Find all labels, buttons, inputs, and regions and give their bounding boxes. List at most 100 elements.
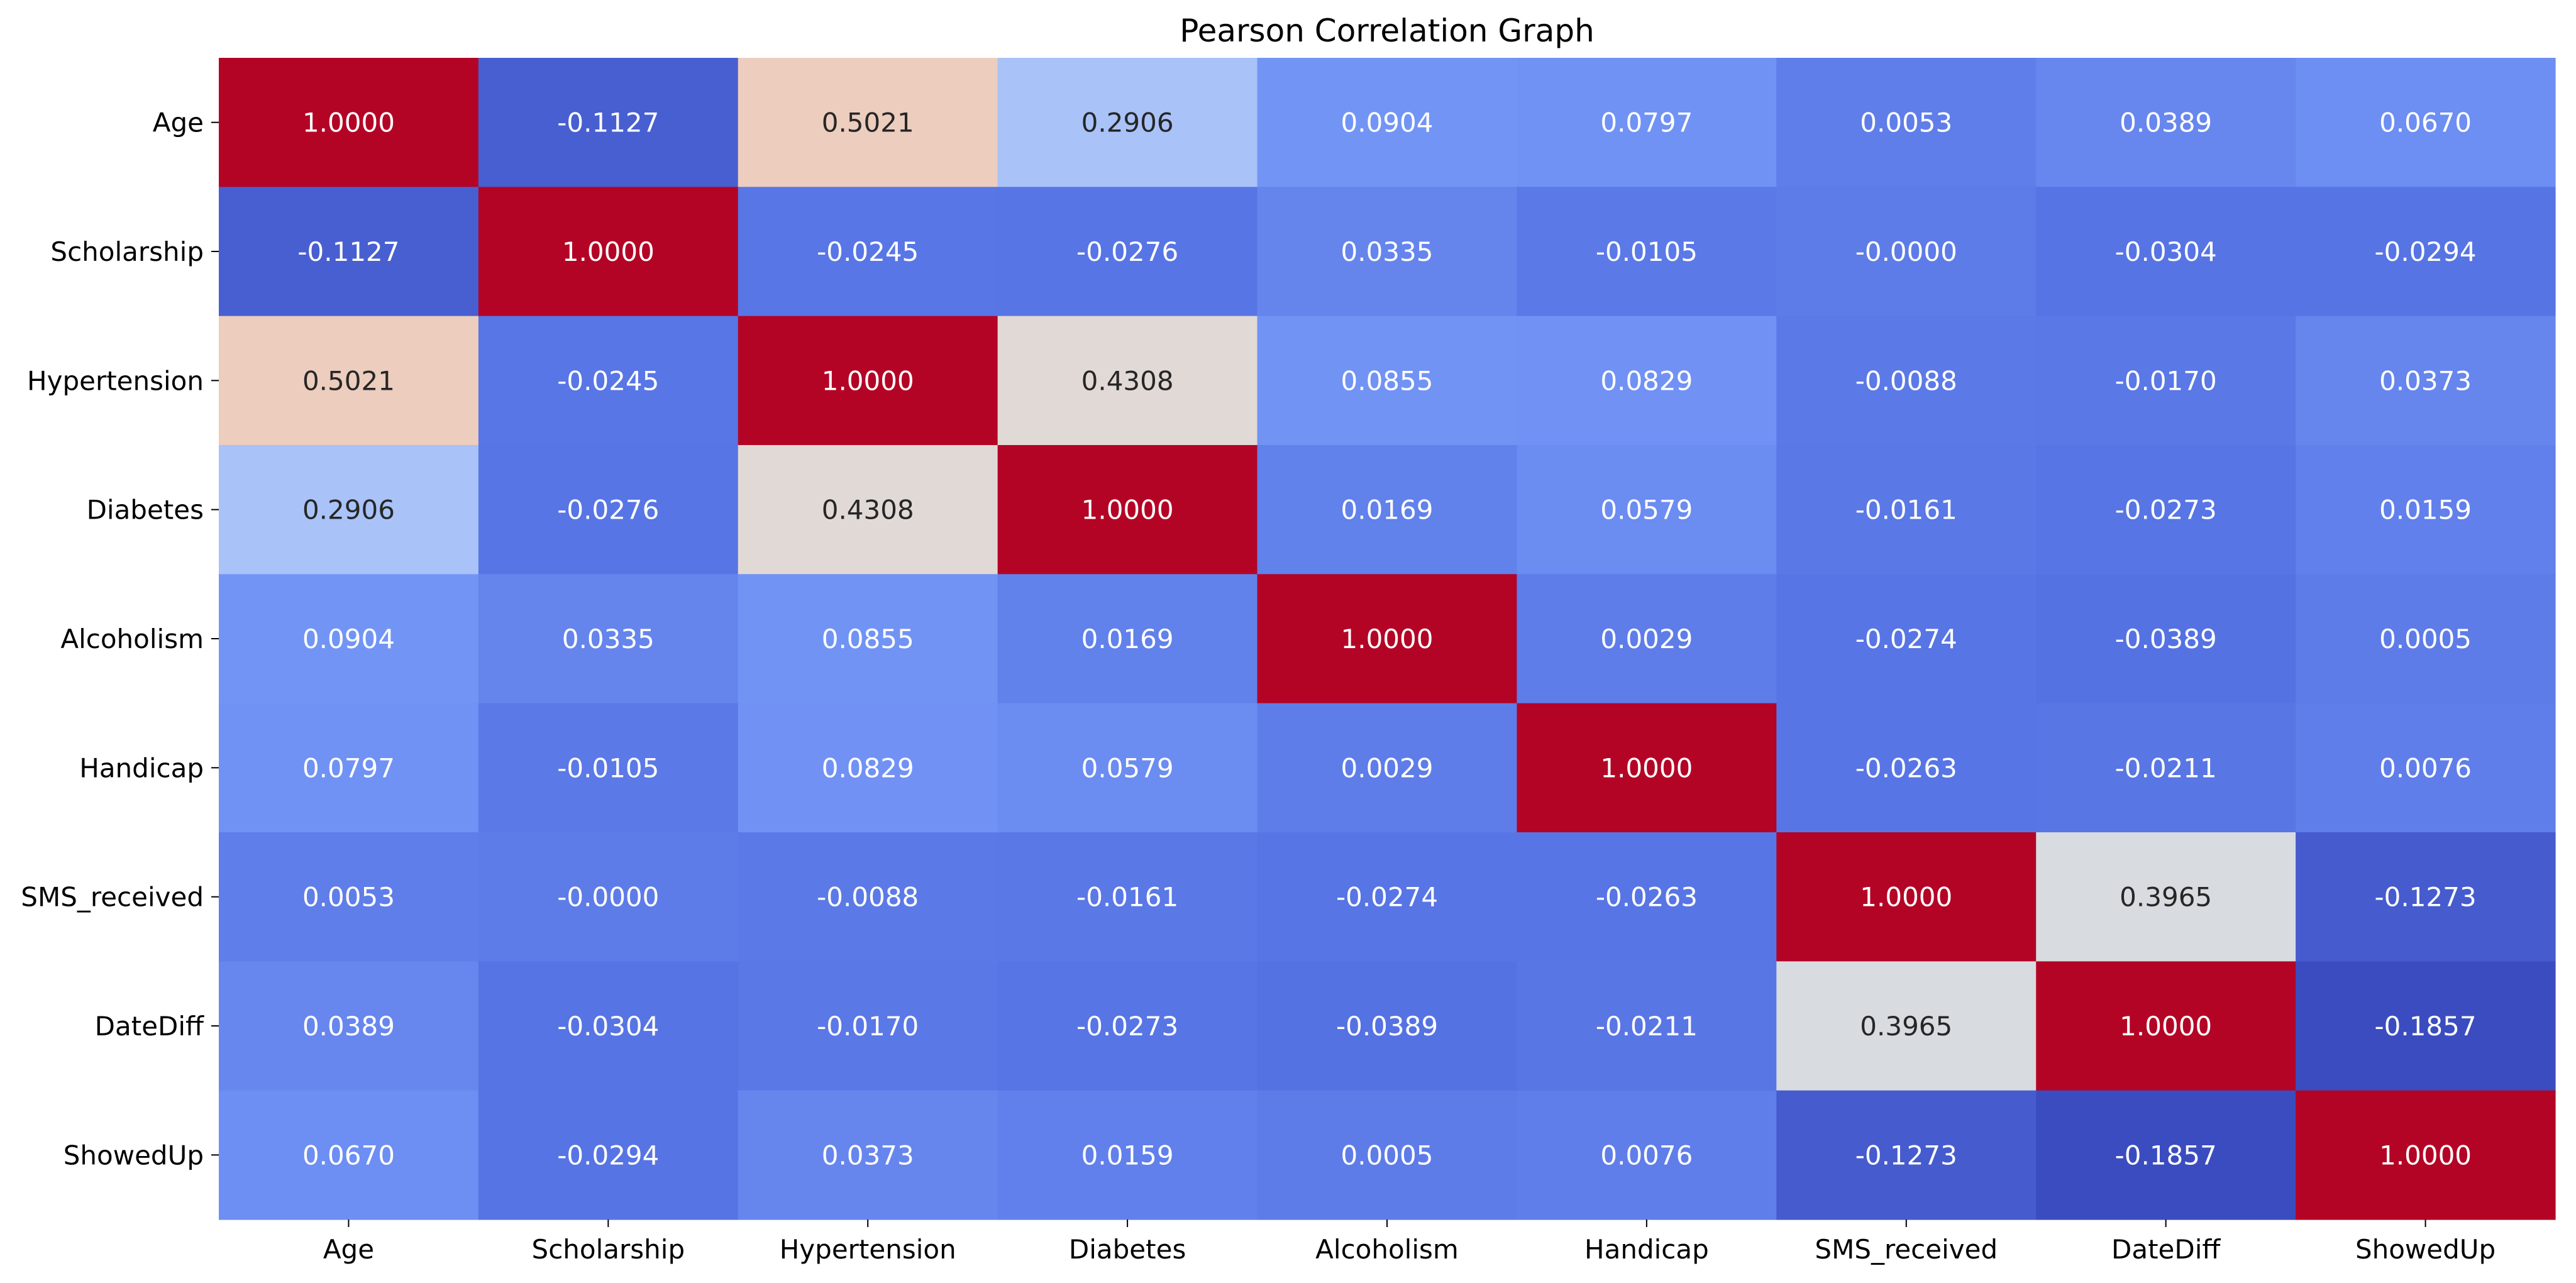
heatmap-cell [738,1090,998,1220]
cell-value-label: 0.0389 [2120,107,2212,138]
x-tick-label: Hypertension [780,1234,956,1265]
y-tick-label: Scholarship [50,236,204,267]
y-tick-label: ShowedUp [64,1140,204,1170]
cell-value-label: -0.0263 [1855,752,1957,783]
heatmap-cell [1517,832,1777,962]
cell-value-label: -0.0170 [817,1011,919,1042]
heatmap-cell [1517,58,1777,187]
heatmap-cell [738,703,998,833]
cell-value-label: -0.0211 [2115,752,2217,783]
chart-title: Pearson Correlation Graph [1180,13,1595,49]
heatmap-cell [1257,832,1518,962]
cell-value-label: -0.0273 [1076,1011,1178,1042]
heatmap-cell [478,58,739,187]
cell-value-label: 0.0904 [302,624,395,654]
heatmap-cell [1257,445,1518,575]
x-tick-label: Scholarship [532,1234,685,1265]
heatmap-cell [478,961,739,1091]
heatmap-cell [219,316,479,446]
heatmap-cell [1257,187,1518,317]
cell-value-label: -0.0274 [1336,882,1438,913]
cell-value-label: 0.0005 [1341,1140,1434,1170]
heatmap-cell [2036,832,2296,962]
cell-value-label: 0.0029 [1600,624,1693,654]
cell-value-label: 0.0797 [302,752,395,783]
cell-value-label: -0.1127 [557,107,659,138]
heatmap-cell [2296,574,2556,704]
cell-value-label: 0.0373 [2379,365,2472,396]
heatmap-cell [478,703,739,833]
heatmap-cell [219,187,479,317]
heatmap-cell [1776,316,2037,446]
x-tick-label: Handicap [1584,1234,1709,1265]
heatmap-cell [1517,1090,1777,1220]
cell-value-label: -0.0263 [1596,882,1698,913]
heatmap-cells [219,58,2556,1220]
heatmap-cell [738,316,998,446]
cell-value-label: 0.0670 [302,1140,395,1170]
cell-value-label: 0.0169 [1341,495,1434,526]
cell-value-label: 0.2906 [1081,107,1174,138]
cell-value-label: 0.0855 [1341,365,1434,396]
x-axis-ticks: Age Scholarship Hypertension Diabetes Alcoho… [323,1220,2496,1265]
heatmap-cell [2036,574,2296,704]
cell-value-label: 0.0829 [822,752,914,783]
heatmap-cell [2296,832,2556,962]
heatmap-cell [1257,1090,1518,1220]
cell-value-label: -0.0088 [1855,365,1957,396]
cell-value-label: -0.0389 [2115,624,2217,654]
heatmap-cell [1257,961,1518,1091]
cell-value-label: -0.1857 [2115,1140,2217,1170]
y-tick-label: Alcoholism [60,624,204,654]
cell-value-label: 0.0855 [822,624,914,654]
heatmap-cell [738,58,998,187]
cell-value-label: -0.1273 [2374,882,2476,913]
cell-value-label: -0.0276 [557,495,659,526]
x-tick-label: Diabetes [1069,1234,1186,1265]
cell-value-label: -0.0000 [557,882,659,913]
cell-value-label: -0.1127 [297,236,399,267]
heatmap-cell [997,832,1258,962]
cell-value-label: -0.0211 [1596,1011,1698,1042]
cell-value-label: 0.0053 [1860,107,1952,138]
heatmap-cell [997,316,1258,446]
heatmap-cell [219,58,479,187]
heatmap-cell [2036,961,2296,1091]
heatmap-cell [2036,187,2296,317]
cell-value-label: -0.0304 [557,1011,659,1042]
cell-value-label: -0.0273 [2115,495,2217,526]
cell-value-label: 0.3965 [2120,882,2212,913]
cell-value-label: -0.0161 [1076,882,1178,913]
cell-value-label: 0.0579 [1600,495,1693,526]
heatmap-cell [738,187,998,317]
heatmap-cell [1517,316,1777,446]
heatmap-cell [997,445,1258,575]
cell-value-label: 0.0053 [302,882,395,913]
heatmap-cell [1517,445,1777,575]
heatmap-cell [1776,961,2037,1091]
heatmap-cell [2036,316,2296,446]
x-tick-label: Alcoholism [1315,1234,1459,1265]
cell-value-label: 1.0000 [2379,1140,2472,1170]
heatmap-cell [1776,703,2037,833]
heatmap-cell [219,574,479,704]
heatmap-cell [478,187,739,317]
cell-value-label: 0.0579 [1081,752,1174,783]
heatmap-cell [738,961,998,1091]
heatmap-cell [1257,703,1518,833]
heatmap-cell [2296,445,2556,575]
cell-value-label: 1.0000 [1081,495,1174,526]
y-tick-label: Diabetes [87,495,204,526]
y-tick-label: SMS_received [21,882,204,913]
cell-value-label: 0.0159 [1081,1140,1174,1170]
heatmap-cell [478,574,739,704]
heatmap-cell [997,574,1258,704]
heatmap-cell [219,445,479,575]
heatmap-cell [1517,703,1777,833]
cell-value-label: 0.0670 [2379,107,2472,138]
cell-value-label: -0.0389 [1336,1011,1438,1042]
heatmap-cell [997,703,1258,833]
cell-value-label: 1.0000 [822,365,914,396]
cell-value-label: 1.0000 [562,236,655,267]
